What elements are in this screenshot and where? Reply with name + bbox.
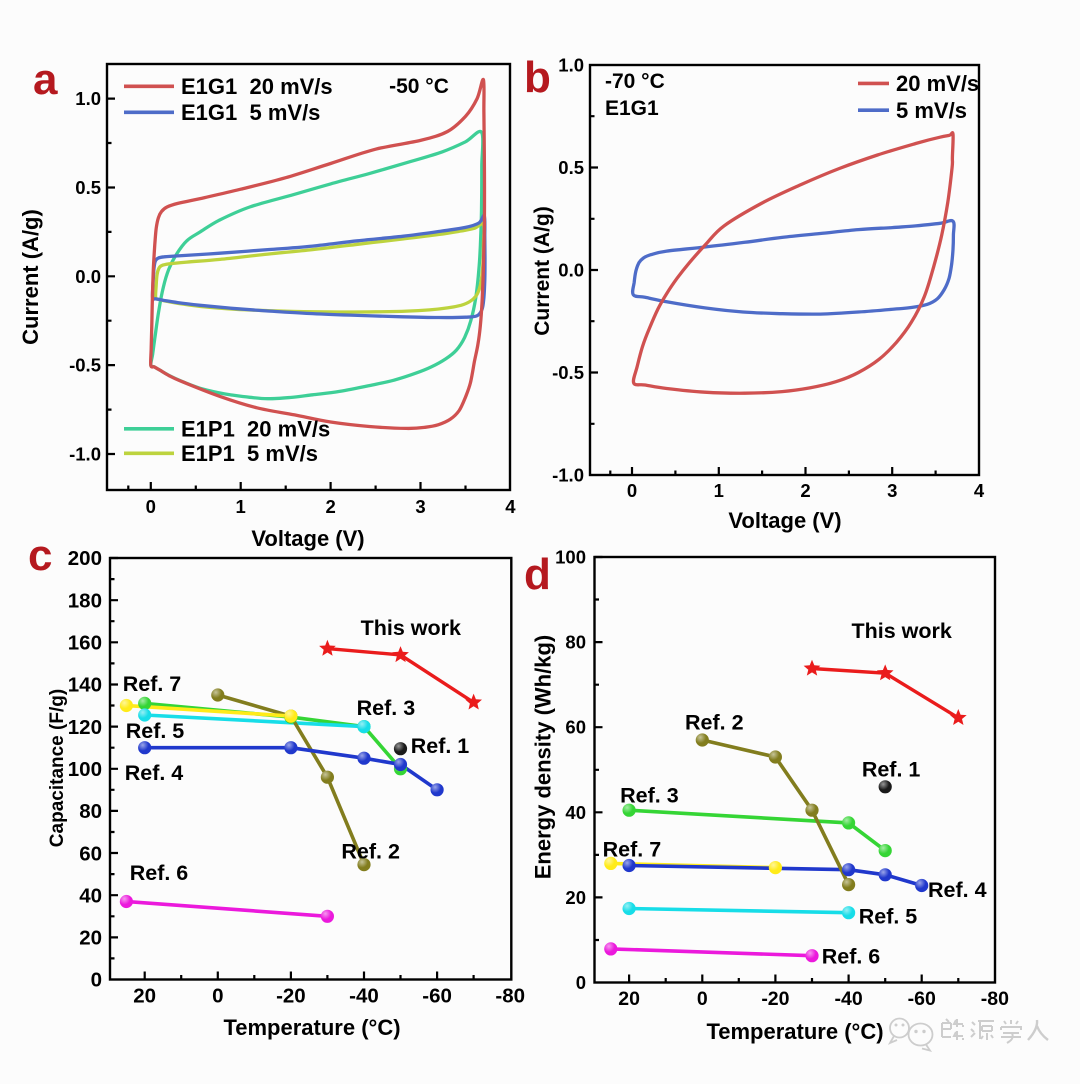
svg-text:-1.0: -1.0 bbox=[69, 444, 101, 465]
svg-text:Ref. 4: Ref. 4 bbox=[125, 761, 184, 785]
svg-text:4: 4 bbox=[505, 496, 516, 517]
svg-text:This work: This work bbox=[361, 616, 461, 640]
svg-text:Current (A/g): Current (A/g) bbox=[531, 206, 554, 336]
svg-text:-60: -60 bbox=[908, 988, 936, 1010]
svg-text:1: 1 bbox=[236, 496, 246, 517]
svg-text:-20: -20 bbox=[276, 985, 306, 1008]
svg-text:-80: -80 bbox=[495, 985, 525, 1008]
svg-text:-0.5: -0.5 bbox=[552, 362, 584, 383]
svg-text:0: 0 bbox=[697, 988, 708, 1010]
svg-text:0.5: 0.5 bbox=[558, 157, 584, 178]
svg-text:This work: This work bbox=[852, 619, 952, 643]
svg-text:Current (A/g): Current (A/g) bbox=[18, 209, 43, 345]
svg-text:Ref. 1: Ref. 1 bbox=[862, 758, 921, 782]
svg-text:-60: -60 bbox=[422, 985, 452, 1008]
svg-text:40: 40 bbox=[79, 884, 102, 907]
svg-text:Ref. 5: Ref. 5 bbox=[859, 905, 918, 929]
svg-text:Ref. 2: Ref. 2 bbox=[341, 840, 400, 864]
svg-text:0.0: 0.0 bbox=[75, 266, 101, 287]
svg-text:0.5: 0.5 bbox=[75, 177, 101, 198]
svg-text:2: 2 bbox=[800, 480, 810, 501]
svg-text:Energy density (Wh/kg): Energy density (Wh/kg) bbox=[531, 635, 556, 879]
svg-text:Ref. 4: Ref. 4 bbox=[928, 878, 987, 902]
svg-text:80: 80 bbox=[565, 632, 586, 653]
svg-text:0: 0 bbox=[627, 480, 637, 501]
svg-text:Ref. 1: Ref. 1 bbox=[411, 734, 470, 758]
svg-text:5 mV/s: 5 mV/s bbox=[896, 98, 967, 123]
svg-text:160: 160 bbox=[68, 632, 102, 655]
svg-text:Ref. 6: Ref. 6 bbox=[130, 861, 189, 885]
svg-text:60: 60 bbox=[79, 842, 102, 865]
svg-text:Ref. 6: Ref. 6 bbox=[822, 945, 881, 969]
svg-text:Temperature (°C): Temperature (°C) bbox=[223, 1015, 400, 1040]
svg-text:1: 1 bbox=[714, 480, 724, 501]
svg-text:0: 0 bbox=[146, 496, 156, 517]
svg-text:-80: -80 bbox=[981, 988, 1009, 1010]
svg-text:80: 80 bbox=[79, 800, 102, 823]
svg-text:d: d bbox=[524, 550, 551, 599]
svg-text:20 mV/s: 20 mV/s bbox=[896, 71, 979, 96]
svg-text:20: 20 bbox=[618, 988, 640, 1010]
svg-text:Ref. 7: Ref. 7 bbox=[123, 672, 182, 696]
svg-text:E1G1: E1G1 bbox=[605, 97, 659, 120]
svg-text:60: 60 bbox=[565, 717, 586, 738]
svg-text:100: 100 bbox=[68, 758, 102, 781]
svg-text:4: 4 bbox=[974, 480, 985, 501]
svg-text:c: c bbox=[28, 531, 52, 580]
svg-text:E1G1 5 mV/s: E1G1 5 mV/s bbox=[181, 100, 320, 125]
svg-text:b: b bbox=[524, 53, 551, 102]
svg-text:Ref. 5: Ref. 5 bbox=[126, 719, 185, 743]
svg-text:E1P1 20 mV/s: E1P1 20 mV/s bbox=[181, 417, 330, 442]
svg-text:20: 20 bbox=[133, 985, 156, 1008]
svg-text:a: a bbox=[33, 55, 58, 104]
svg-text:1.0: 1.0 bbox=[558, 55, 584, 76]
svg-text:100: 100 bbox=[555, 547, 586, 568]
svg-text:1.0: 1.0 bbox=[75, 88, 101, 109]
svg-text:-1.0: -1.0 bbox=[552, 465, 584, 486]
svg-text:E1G1 20 mV/s: E1G1 20 mV/s bbox=[181, 74, 333, 99]
svg-text:Ref. 3: Ref. 3 bbox=[620, 784, 679, 808]
svg-text:2: 2 bbox=[325, 496, 335, 517]
svg-text:-40: -40 bbox=[349, 985, 379, 1008]
svg-text:140: 140 bbox=[68, 674, 102, 697]
svg-text:Ref. 3: Ref. 3 bbox=[357, 696, 416, 720]
svg-text:-40: -40 bbox=[834, 988, 862, 1010]
svg-text:E1P1 5 mV/s: E1P1 5 mV/s bbox=[181, 441, 318, 466]
svg-text:120: 120 bbox=[68, 716, 102, 739]
svg-text:-0.5: -0.5 bbox=[69, 355, 101, 376]
svg-text:0: 0 bbox=[212, 985, 223, 1008]
svg-text:Ref. 2: Ref. 2 bbox=[685, 711, 744, 735]
svg-text:Temperature (°C): Temperature (°C) bbox=[706, 1019, 883, 1044]
svg-text:-20: -20 bbox=[761, 988, 789, 1010]
svg-text:20: 20 bbox=[79, 927, 102, 950]
svg-text:3: 3 bbox=[887, 480, 897, 501]
svg-text:0.0: 0.0 bbox=[558, 260, 584, 281]
svg-text:40: 40 bbox=[565, 802, 586, 823]
svg-text:3: 3 bbox=[415, 496, 425, 517]
svg-text:200: 200 bbox=[68, 547, 102, 570]
svg-text:20: 20 bbox=[565, 887, 586, 908]
svg-text:Ref. 7: Ref. 7 bbox=[603, 838, 662, 862]
svg-text:Voltage (V): Voltage (V) bbox=[251, 526, 364, 551]
svg-text:Capacitance (F/g): Capacitance (F/g) bbox=[47, 689, 68, 847]
svg-text:0: 0 bbox=[91, 969, 102, 992]
svg-text:180: 180 bbox=[68, 589, 102, 612]
svg-text:0: 0 bbox=[576, 972, 586, 993]
svg-text:Voltage (V): Voltage (V) bbox=[728, 508, 841, 533]
svg-text:-50 °C: -50 °C bbox=[389, 75, 449, 98]
svg-text:-70 °C: -70 °C bbox=[605, 70, 665, 93]
